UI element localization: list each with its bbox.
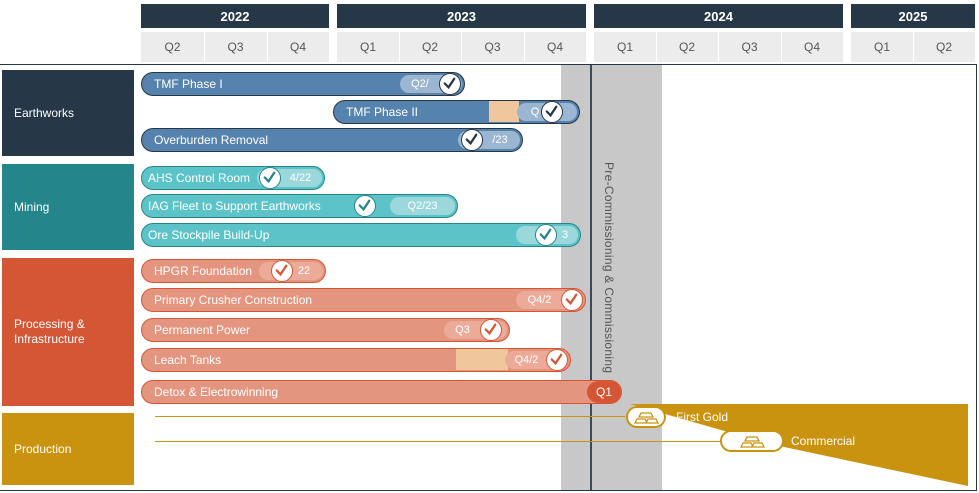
year-label: 2024 xyxy=(704,8,733,24)
delay-segment xyxy=(456,349,508,370)
year-header-2025: 2025 xyxy=(851,4,975,28)
category-processing: Processing & Infrastructure xyxy=(2,258,134,406)
checkmark-icon xyxy=(480,319,502,341)
quarter-label: Q1 xyxy=(359,40,376,54)
checkmark-icon xyxy=(271,260,293,282)
gold-bars-icon xyxy=(633,412,660,424)
quarter-label: Q4 xyxy=(289,40,306,54)
category-label: Earthworks xyxy=(14,105,75,120)
checkmark-icon xyxy=(541,101,563,123)
category-mining: Mining xyxy=(2,164,134,250)
task-label: HPGR Foundation xyxy=(154,264,253,278)
first-gold-label: First Gold xyxy=(676,410,729,424)
year-header-2023: 2023 xyxy=(337,4,586,28)
quarter-divider xyxy=(913,32,914,62)
quarter-divider xyxy=(524,32,525,62)
year-label: 2025 xyxy=(898,8,928,24)
chart-bottom-border xyxy=(0,490,977,491)
task-label: AHS Control Room xyxy=(148,171,251,185)
quarter-label: Q2 xyxy=(678,40,695,54)
quarter-label: Q3 xyxy=(741,40,758,54)
category-production: Production xyxy=(2,413,134,485)
quarter-divider xyxy=(204,32,205,62)
task-target: Q2/23 xyxy=(407,200,438,212)
task-label: Leach Tanks xyxy=(154,353,222,367)
quarter-label: Q1 xyxy=(616,40,633,54)
checkmark-icon xyxy=(354,195,376,217)
checkmark-icon xyxy=(259,167,281,189)
checkmark-icon xyxy=(535,224,557,246)
year-header-2022: 2022 xyxy=(141,4,329,28)
quarter-divider xyxy=(718,32,719,62)
task-bar-detox-electrowinning: Detox & Electrowinning xyxy=(141,380,622,404)
task-target-pill: Q1 xyxy=(587,381,621,403)
quarter-label: Q4 xyxy=(803,40,820,54)
task-bar-ore-stockpile: Ore Stockpile Build-Up xyxy=(141,223,581,247)
task-label: Primary Crusher Construction xyxy=(154,293,313,307)
category-earthworks: Earthworks xyxy=(2,70,134,156)
task-label: IAG Fleet to Support Earthworks xyxy=(148,199,321,213)
first-gold-milestone xyxy=(626,406,666,428)
commissioning-band-label: Pre-Commissioning & Commissioning xyxy=(602,162,616,374)
quarter-divider xyxy=(267,32,268,62)
checkmark-icon xyxy=(439,73,461,95)
commercial-milestone xyxy=(720,430,784,452)
quarter-label: Q2 xyxy=(935,40,952,54)
task-target-pill: Q2/23 xyxy=(390,197,455,215)
task-target: 4/22 xyxy=(289,172,312,184)
quarter-label: Q2 xyxy=(164,40,181,54)
header-divider xyxy=(0,64,976,65)
year-label: 2023 xyxy=(447,8,476,24)
task-target: 3 xyxy=(561,229,569,241)
quarter-divider xyxy=(461,32,462,62)
gold-bars-icon xyxy=(739,436,766,448)
category-label: Mining xyxy=(14,199,50,214)
quarter-label: Q4 xyxy=(546,40,563,54)
quarter-label: Q3 xyxy=(484,40,501,54)
quarter-label: Q3 xyxy=(227,40,244,54)
quarter-divider xyxy=(399,32,400,62)
today-line xyxy=(590,65,592,490)
task-target: Q1 xyxy=(595,385,612,399)
task-label: Detox & Electrowinning xyxy=(154,385,279,399)
quarter-label: Q1 xyxy=(873,40,890,54)
task-bar-primary-crusher: Primary Crusher Construction xyxy=(141,288,586,312)
task-label: Ore Stockpile Build-Up xyxy=(148,228,270,242)
quarter-label: Q2 xyxy=(421,40,438,54)
quarter-divider xyxy=(656,32,657,62)
year-header-2024: 2024 xyxy=(594,4,843,28)
task-target: Q2/ xyxy=(411,78,429,90)
checkmark-icon xyxy=(561,289,583,311)
task-label: TMF Phase I xyxy=(154,77,223,91)
quarter-row-2022 xyxy=(141,32,329,62)
task-target: /23 xyxy=(492,134,508,146)
chart-right-border xyxy=(976,64,977,491)
first-gold-leader-line xyxy=(155,416,625,417)
checkmark-icon xyxy=(546,349,568,371)
task-target: Q xyxy=(530,106,540,118)
delay-segment xyxy=(489,101,519,122)
task-target: 22 xyxy=(297,265,311,277)
quarter-divider xyxy=(781,32,782,62)
task-label: Permanent Power xyxy=(154,323,251,337)
task-label: TMF Phase II xyxy=(346,105,419,119)
task-target: Q3 xyxy=(455,324,470,336)
commercial-label: Commercial xyxy=(791,434,856,448)
production-wedge xyxy=(630,404,968,486)
checkmark-icon xyxy=(461,129,483,151)
task-label: Overburden Removal xyxy=(154,133,269,147)
category-label: Processing & Infrastructure xyxy=(14,317,85,346)
year-label: 2022 xyxy=(220,8,250,24)
task-target: Q4/2 xyxy=(514,354,539,366)
commercial-leader-line xyxy=(155,441,720,442)
task-target: Q4/2 xyxy=(527,294,552,306)
category-label: Production xyxy=(14,441,72,456)
